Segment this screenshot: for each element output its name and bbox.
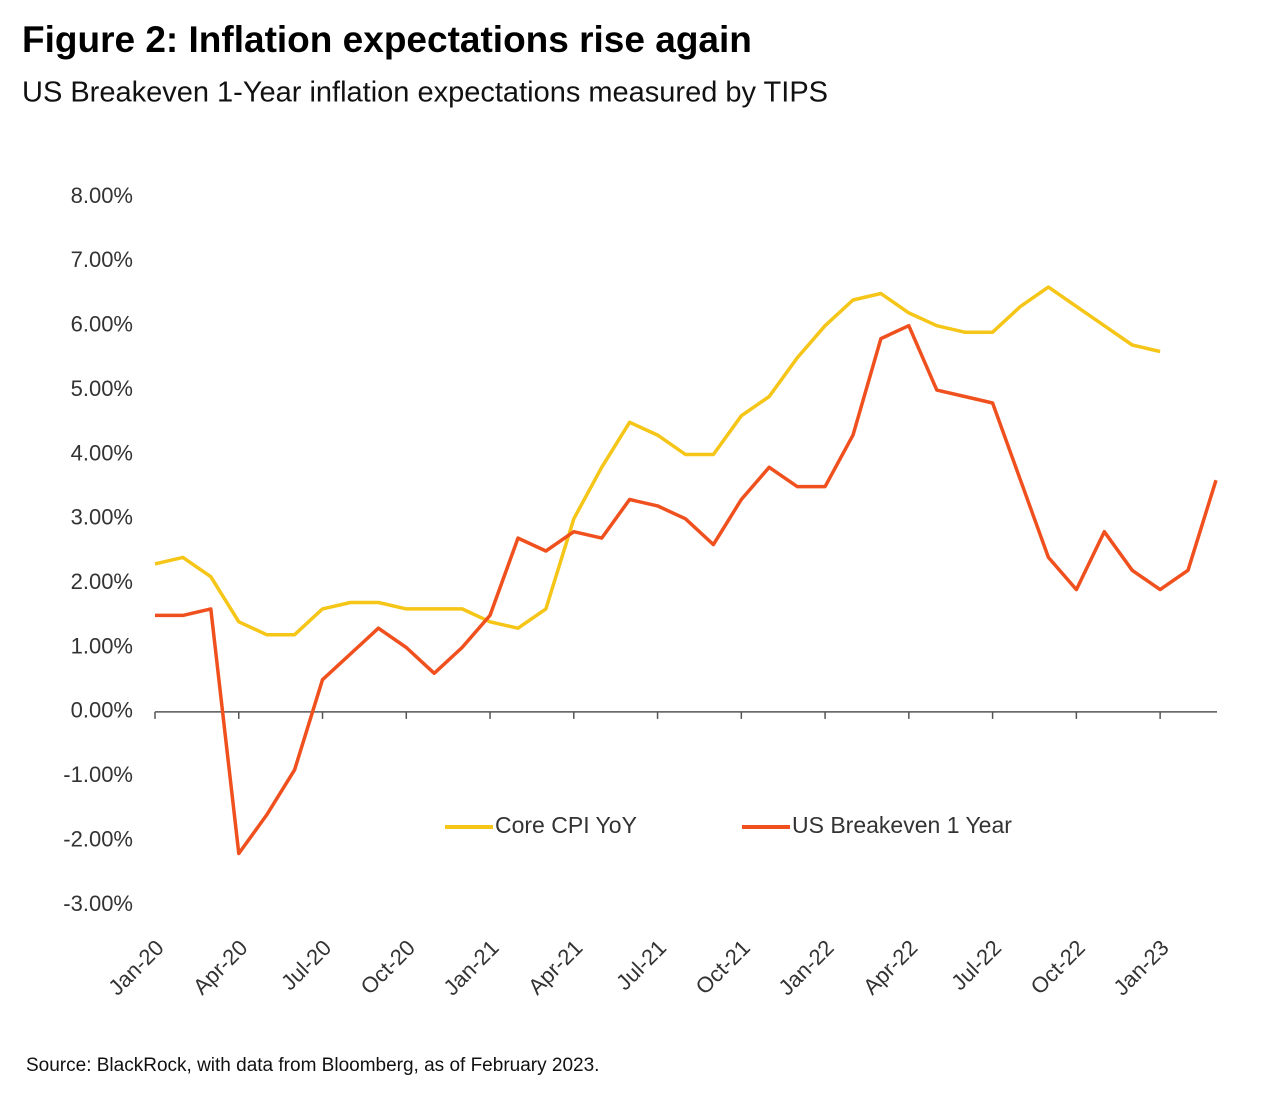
x-tick-label: Jul-21	[611, 935, 671, 995]
x-tick-label: Jan-20	[103, 935, 168, 1000]
x-tick-label: Oct-22	[1026, 935, 1090, 999]
y-tick-label: 6.00%	[71, 312, 133, 337]
y-tick-label: 8.00%	[71, 183, 133, 208]
x-tick-label: Jul-22	[946, 935, 1006, 995]
legend-label: Core CPI YoY	[495, 812, 637, 838]
x-tick-label: Oct-21	[691, 935, 755, 999]
y-tick-label: 1.00%	[71, 633, 133, 658]
series-line	[154, 285, 1161, 637]
x-tick-label: Jan-23	[1109, 935, 1174, 1000]
y-tick-label: 7.00%	[71, 247, 133, 272]
chart-title: Figure 2: Inflation expectations rise ag…	[22, 19, 752, 60]
x-tick-label: Jan-22	[773, 935, 838, 1000]
x-tick-label: Apr-20	[188, 935, 252, 999]
y-tick-label: 4.00%	[71, 440, 133, 465]
x-tick-label: Oct-20	[356, 935, 420, 999]
y-tick-label: 3.00%	[71, 505, 133, 530]
x-tick-label: Apr-22	[858, 935, 922, 999]
y-tick-label: -2.00%	[63, 826, 133, 851]
y-tick-label: 5.00%	[71, 376, 133, 401]
source-note: Source: BlackRock, with data from Bloomb…	[26, 1055, 599, 1076]
y-tick-label: -3.00%	[63, 891, 133, 916]
y-tick-label: 0.00%	[71, 698, 133, 723]
y-tick-label: 2.00%	[71, 569, 133, 594]
x-tick-label: Apr-21	[523, 935, 587, 999]
legend-label: US Breakeven 1 Year	[792, 812, 1012, 838]
x-tick-label: Jan-21	[438, 935, 503, 1000]
x-tick-label: Jul-20	[276, 935, 336, 995]
series-line	[155, 323, 1218, 856]
y-tick-label: -1.00%	[63, 762, 133, 787]
chart-subtitle: US Breakeven 1-Year inflation expectatio…	[22, 77, 828, 109]
